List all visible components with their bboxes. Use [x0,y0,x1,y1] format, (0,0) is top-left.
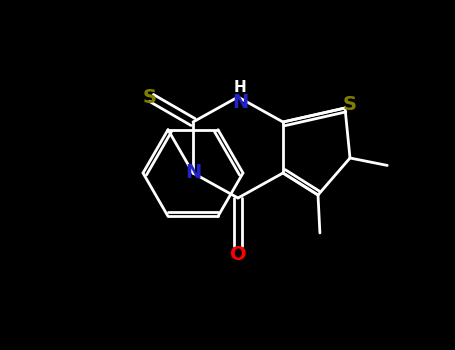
Text: N: N [185,163,201,182]
Text: S: S [343,94,357,113]
Text: S: S [142,89,157,107]
Text: H: H [233,79,246,94]
Text: N: N [232,92,248,112]
Text: O: O [230,245,246,264]
